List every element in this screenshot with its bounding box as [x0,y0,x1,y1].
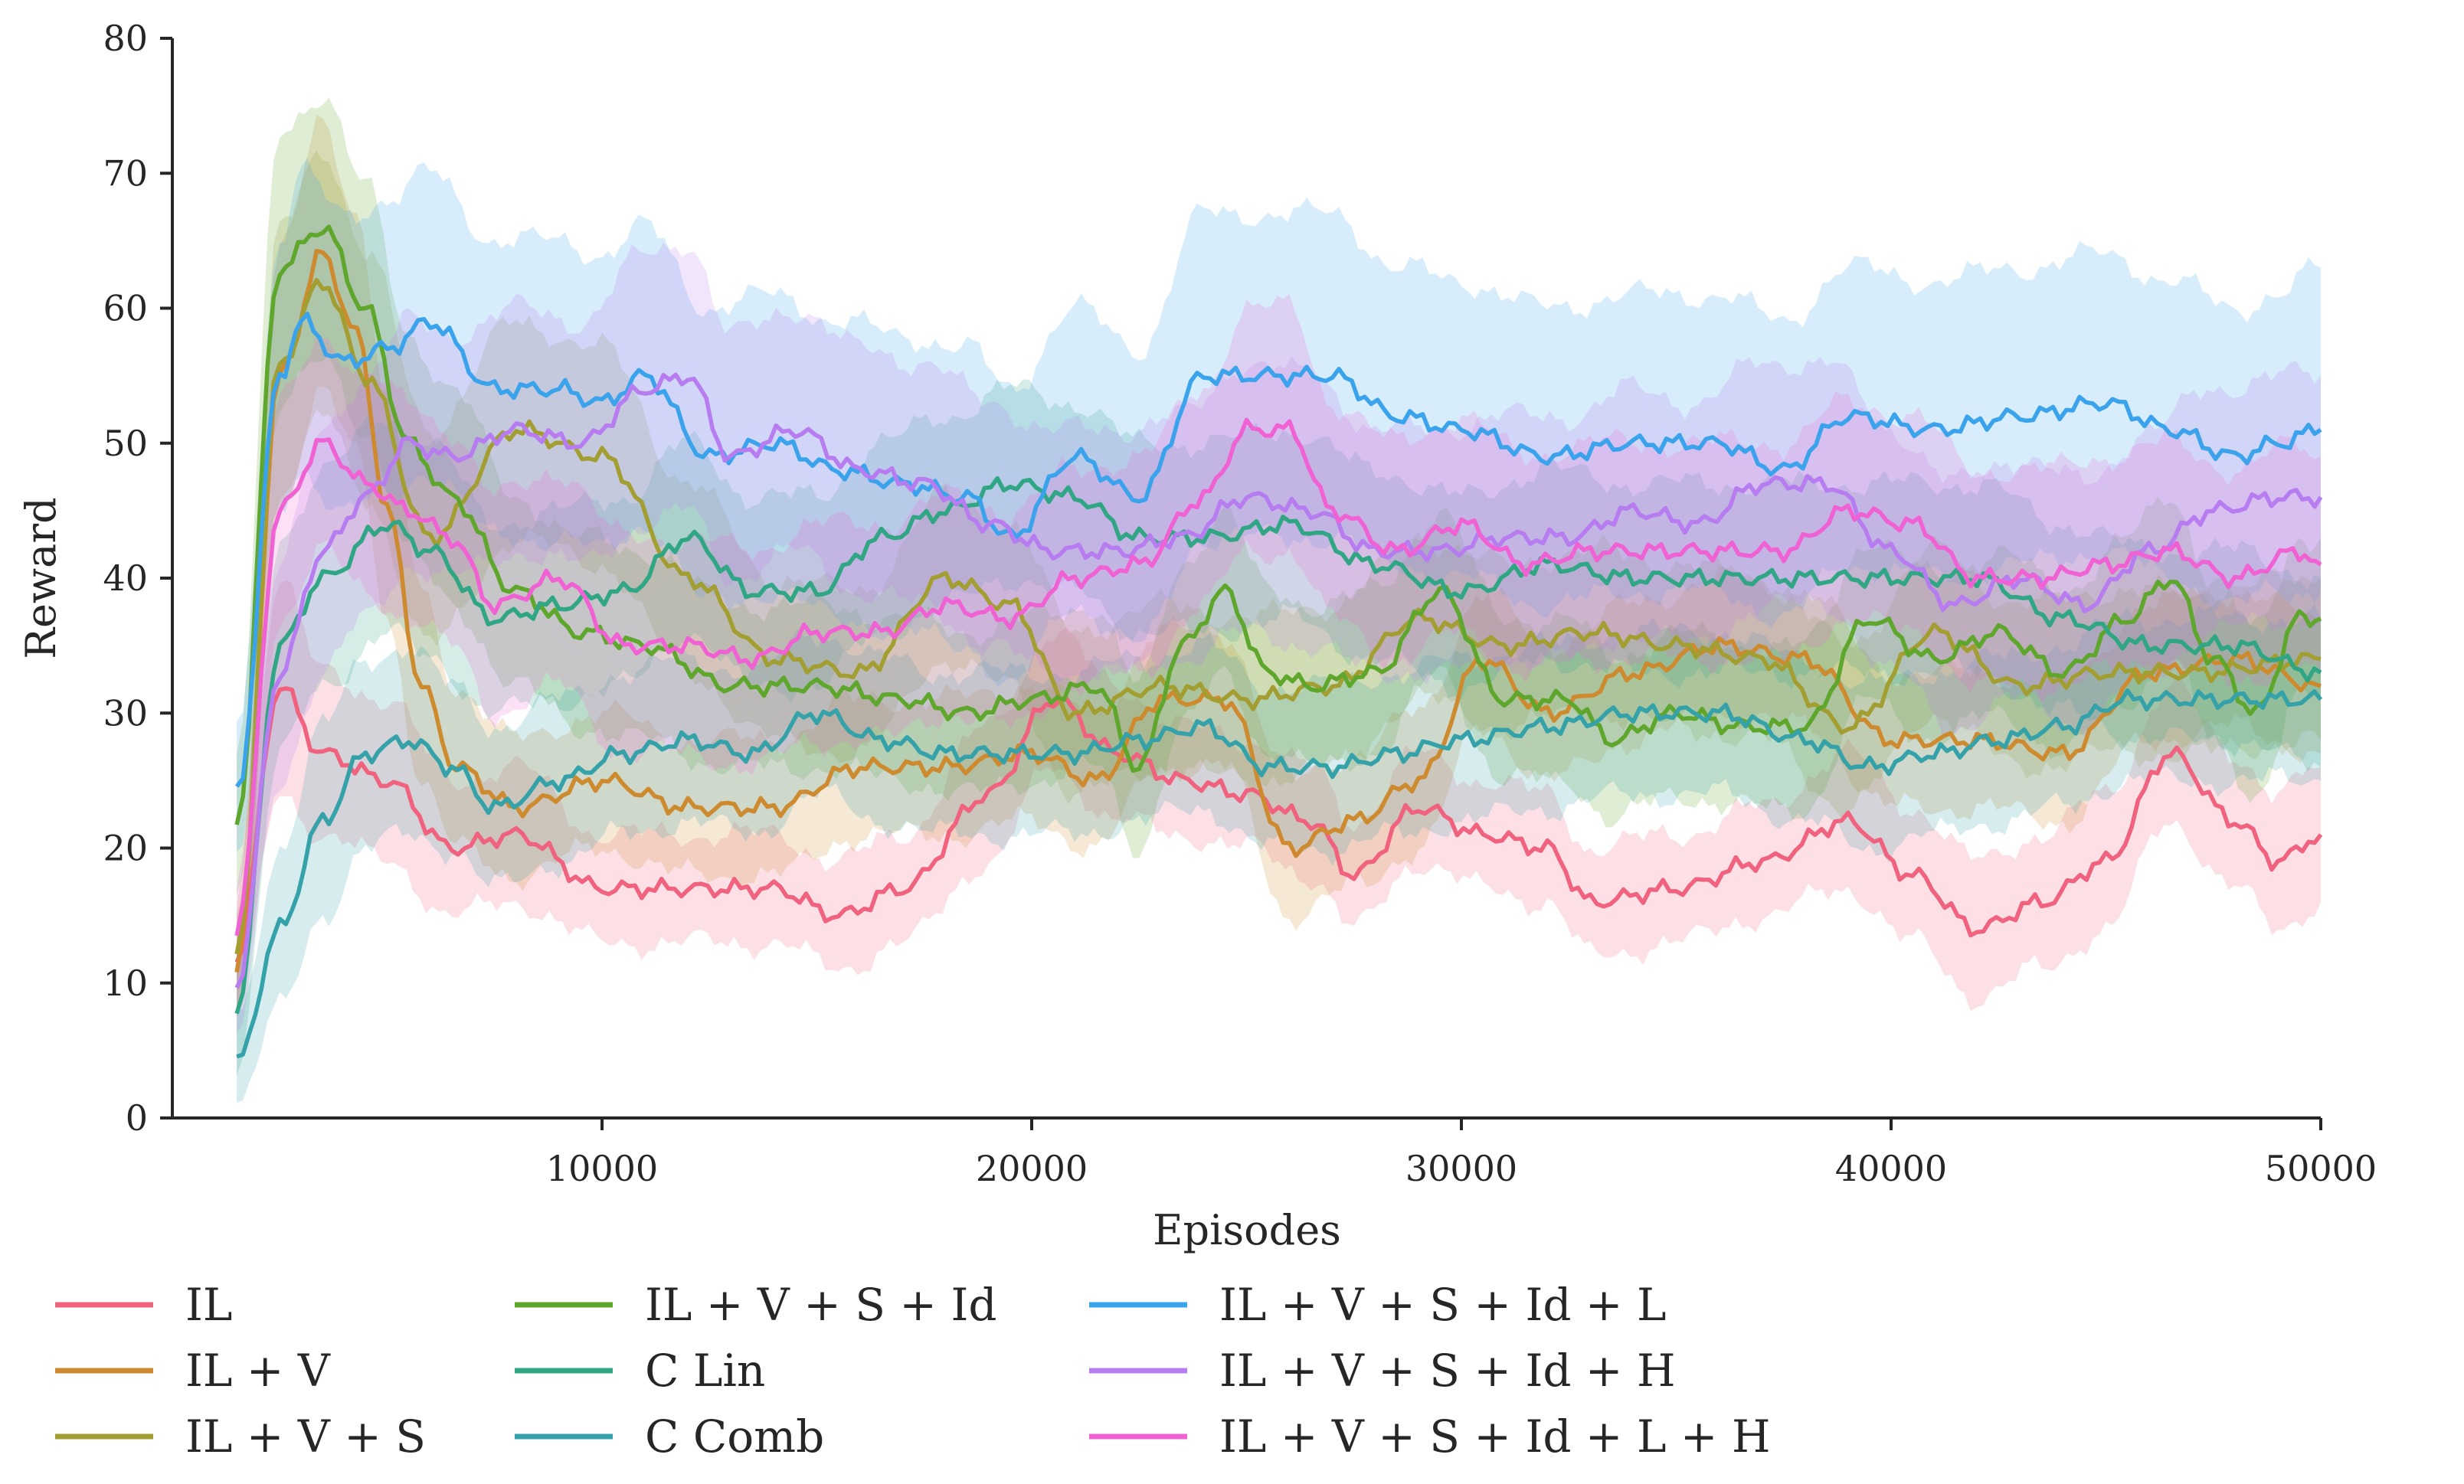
x-tick-label: 10000 [546,1148,658,1189]
legend-item: IL + V [55,1345,331,1397]
series-line-3 [234,224,2322,825]
legend-label: IL + V + S + Id + L + H [1219,1410,1771,1463]
y-tick-label: 80 [103,18,148,59]
band-3 [237,97,2321,896]
series-line-6 [234,312,2322,788]
series-lines [234,224,2323,1059]
legend-item: IL + V + S [55,1410,426,1463]
y-tick-label: 50 [103,423,148,464]
y-tick-label: 0 [126,1097,148,1139]
legend-item: IL + V + S + Id [515,1279,997,1331]
x-axis-title: Episodes [1153,1206,1341,1254]
x-ticks: 10000 20000 30000 40000 50000 [546,1118,2377,1189]
x-tick-label: 30000 [1405,1148,1517,1189]
legend-label: IL + V + S + Id + L [1219,1279,1666,1331]
legend-item: C Comb [515,1410,824,1463]
band-2 [237,150,2321,1004]
legend-item: IL + V + S + Id + L + H [1089,1410,1771,1463]
legend-item: IL [55,1279,232,1331]
legend-label: IL [185,1279,232,1331]
x-tick-label: 40000 [1835,1148,1947,1189]
series-line-7 [234,372,2323,989]
band-7 [237,242,2321,1035]
legend-label: C Comb [645,1410,824,1463]
legend-item: IL + V + S + Id + H [1089,1345,1676,1397]
band-1 [237,114,2321,1018]
y-ticks: 0 10 20 30 40 50 60 70 80 [103,18,172,1139]
confidence-bands [237,97,2321,1103]
y-tick-label: 60 [103,288,148,329]
y-axis-title: Reward [17,497,65,659]
y-tick-label: 40 [103,557,148,599]
legend-label: IL + V + S + Id + H [1219,1345,1676,1397]
series-line-5 [236,688,2323,1059]
y-tick-label: 30 [103,692,148,734]
x-tick-label: 50000 [2265,1148,2377,1189]
y-tick-label: 20 [103,828,148,869]
legend-item: IL + V + S + Id + L [1089,1279,1666,1331]
band-4 [237,379,2321,1076]
legend-item: C Lin [515,1345,765,1397]
band-0 [237,580,2321,1012]
legend: IL IL + V IL + V + S IL + V + S + Id C Lin C … [55,1279,1771,1463]
legend-label: C Lin [645,1345,765,1397]
legend-label: IL + V + S [185,1410,426,1463]
legend-label: IL + V + S + Id [645,1279,997,1331]
series-line-8 [234,417,2322,936]
y-tick-label: 70 [103,152,148,194]
legend-label: IL + V [185,1345,331,1397]
y-tick-label: 10 [103,963,148,1004]
x-tick-label: 20000 [976,1148,1088,1189]
series-line-0 [234,686,2323,963]
